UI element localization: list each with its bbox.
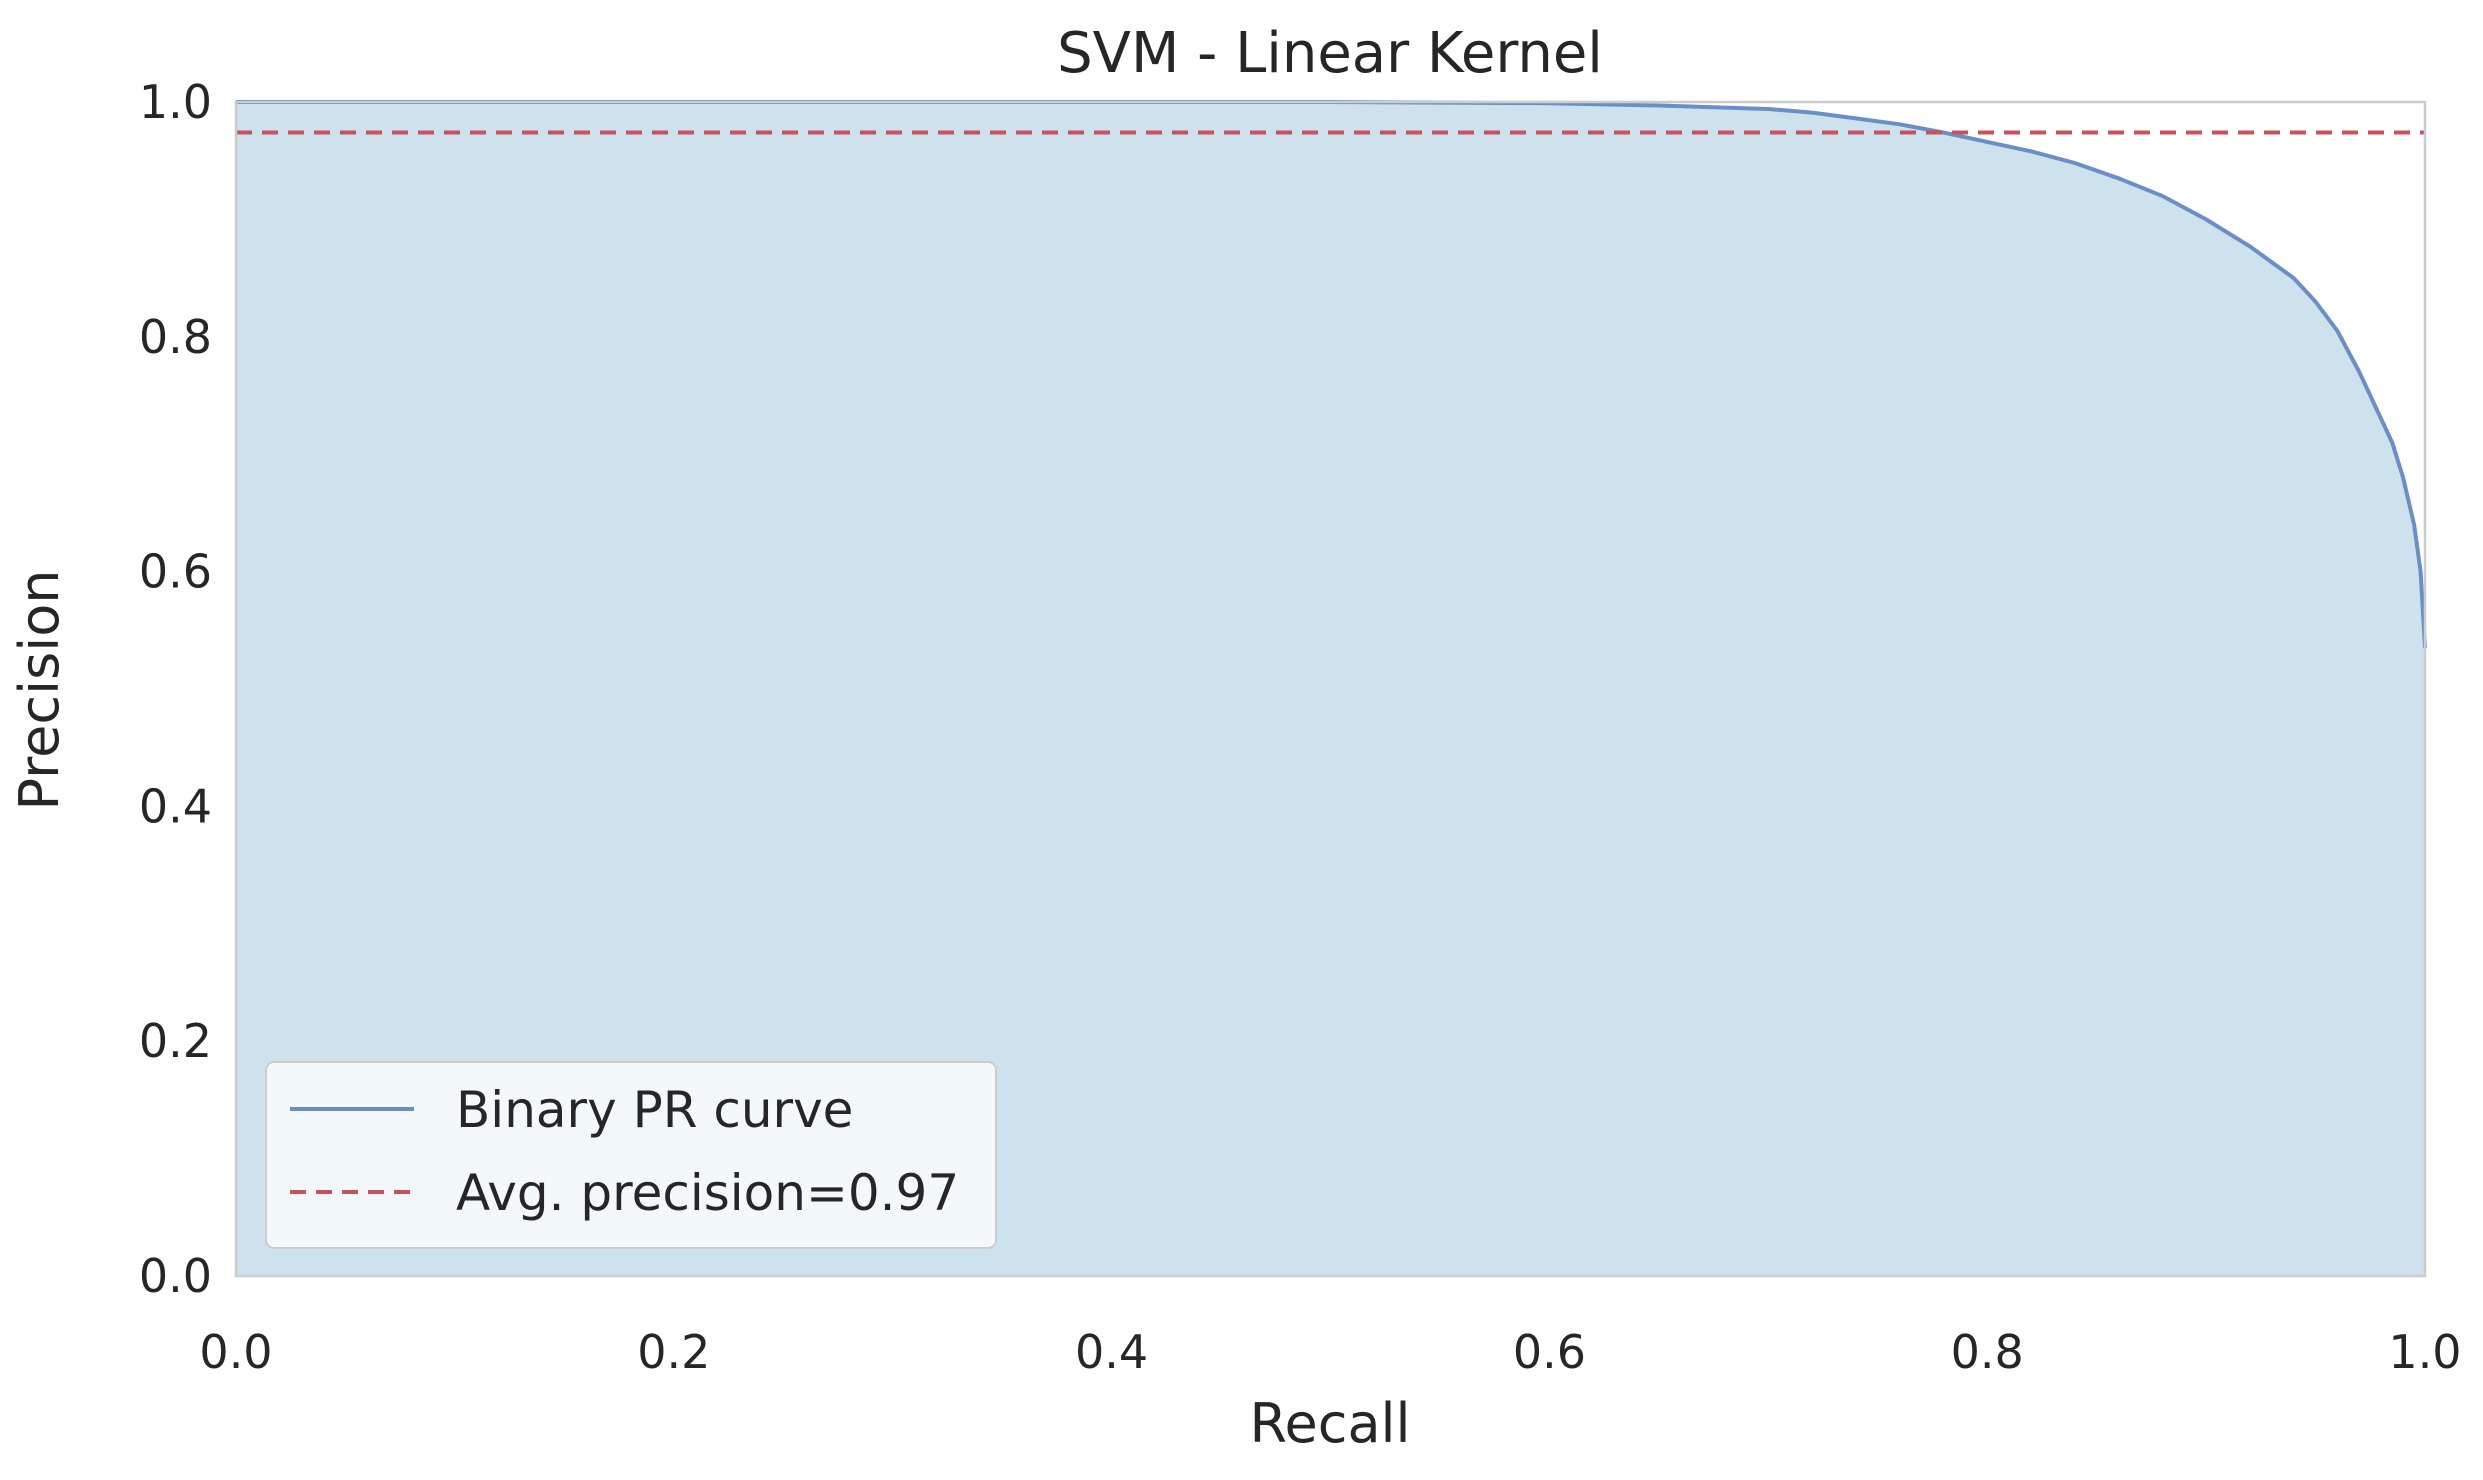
x-axis-label: Recall bbox=[1249, 1392, 1410, 1455]
legend-box bbox=[265, 1061, 997, 1249]
y-tick-label: 0.6 bbox=[139, 545, 212, 599]
x-tick-label: 0.8 bbox=[1951, 1325, 2024, 1379]
legend-label-avg-precision: Avg. precision=0.97 bbox=[456, 1164, 959, 1222]
area-under-curve bbox=[236, 102, 2425, 1276]
y-tick-label: 0.4 bbox=[139, 779, 212, 833]
x-tick-label: 0.6 bbox=[1513, 1325, 1586, 1379]
x-tick-label: 0.4 bbox=[1075, 1325, 1148, 1379]
x-tick-label: 0.0 bbox=[199, 1325, 272, 1379]
y-axis-label: Precision bbox=[8, 570, 71, 811]
x-tick-label: 0.2 bbox=[637, 1325, 710, 1379]
x-tick-label: 1.0 bbox=[2388, 1325, 2461, 1379]
y-tick-label: 0.8 bbox=[139, 310, 212, 364]
legend-label-pr-curve: Binary PR curve bbox=[456, 1081, 853, 1139]
x-tick-labels: 0.0 0.2 0.4 0.6 0.8 1.0 bbox=[199, 1325, 2461, 1379]
y-tick-labels: 0.0 0.2 0.4 0.6 0.8 1.0 bbox=[139, 75, 212, 1303]
legend: Binary PR curve Avg. precision=0.97 bbox=[265, 1061, 997, 1249]
chart-title: SVM - Linear Kernel bbox=[1057, 21, 1603, 86]
axes-frame bbox=[234, 100, 2427, 1278]
y-tick-label: 0.2 bbox=[139, 1014, 212, 1068]
y-tick-label: 1.0 bbox=[139, 75, 212, 129]
plot-area bbox=[234, 100, 2427, 1278]
y-tick-label: 0.0 bbox=[139, 1249, 212, 1303]
